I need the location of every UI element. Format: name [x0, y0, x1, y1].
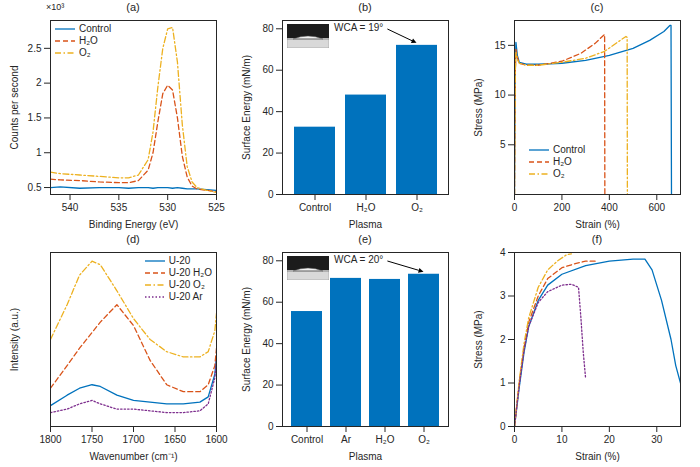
svg-text:Stress (MPa): Stress (MPa) [473, 78, 484, 136]
svg-text:1: 1 [500, 377, 506, 388]
svg-text:Control: Control [299, 202, 331, 213]
svg-text:2: 2 [36, 77, 42, 88]
svg-text:0.5: 0.5 [28, 182, 42, 193]
svg-text:O₂: O₂ [418, 434, 430, 445]
svg-text:Surface Energy (mN/m): Surface Energy (mN/m) [241, 55, 252, 160]
svg-text:400: 400 [601, 202, 618, 213]
svg-text:Wavenumber (cm⁻¹): Wavenumber (cm⁻¹) [89, 451, 177, 462]
svg-text:1: 1 [36, 147, 42, 158]
svg-text:20: 20 [262, 147, 274, 158]
svg-text:1600: 1600 [205, 434, 228, 445]
html-text:(e): (e) [358, 233, 372, 245]
html-text:U-20: U-20 [168, 255, 191, 266]
svg-text:200: 200 [554, 202, 571, 213]
html-text:(b): (b) [358, 1, 372, 13]
svg-text:5: 5 [500, 139, 506, 150]
svg-text:20: 20 [604, 434, 616, 445]
svg-text:Stress (MPa): Stress (MPa) [473, 310, 484, 368]
svg-text:0: 0 [500, 421, 506, 432]
svg-text:Plasma: Plasma [349, 451, 383, 462]
html-text:(d): (d) [126, 233, 140, 245]
svg-text:2.5: 2.5 [28, 43, 42, 54]
svg-text:20: 20 [262, 379, 274, 390]
svg-text:0: 0 [512, 202, 518, 213]
html-text:(f): (f) [591, 233, 603, 245]
svg-text:1650: 1650 [164, 434, 187, 445]
svg-text:600: 600 [648, 202, 665, 213]
svg-text:1.5: 1.5 [28, 112, 42, 123]
html-text:(c): (c) [590, 1, 604, 13]
html-text:H₂O: H₂O [553, 156, 572, 167]
html-text:WCA = 19°: WCA = 19° [334, 22, 384, 33]
html-text:WCA = 20°: WCA = 20° [334, 254, 384, 265]
svg-text:80: 80 [262, 23, 274, 34]
svg-text:Counts per second: Counts per second [9, 66, 20, 150]
svg-text:0: 0 [268, 421, 274, 432]
svg-text:10: 10 [494, 89, 506, 100]
svg-text:Strain (%): Strain (%) [575, 451, 619, 462]
svg-text:Control: Control [291, 434, 323, 445]
svg-text:0: 0 [512, 434, 518, 445]
svg-text:Intensity (a.u.): Intensity (a.u.) [9, 308, 20, 371]
svg-text:4: 4 [500, 247, 506, 258]
svg-text:530: 530 [159, 202, 176, 213]
svg-text:Binding Energy (eV): Binding Energy (eV) [89, 219, 179, 230]
svg-text:30: 30 [651, 434, 663, 445]
html-text:U-20 H₂O: U-20 H₂O [168, 267, 212, 278]
svg-text:3: 3 [500, 290, 506, 301]
svg-text:H₂O: H₂O [357, 202, 376, 213]
svg-text:40: 40 [262, 106, 274, 117]
svg-text:1700: 1700 [122, 434, 145, 445]
svg-text:10: 10 [556, 434, 568, 445]
svg-text:1800: 1800 [39, 434, 62, 445]
svg-text:1750: 1750 [81, 434, 104, 445]
html-text:Control: Control [79, 23, 112, 34]
svg-text:Surface Energy (mN/m): Surface Energy (mN/m) [241, 287, 252, 392]
svg-text:60: 60 [262, 296, 274, 307]
html-text:(a): (a) [126, 1, 140, 13]
svg-text:Ar: Ar [341, 434, 352, 445]
svg-text:O₂: O₂ [411, 202, 423, 213]
svg-text:80: 80 [262, 255, 274, 266]
svg-text:60: 60 [262, 64, 274, 75]
svg-text:H₂O: H₂O [376, 434, 395, 445]
html-text:U-20 O₂: U-20 O₂ [168, 279, 205, 290]
svg-text:15: 15 [494, 40, 506, 51]
svg-text:Plasma: Plasma [349, 219, 383, 230]
svg-text:2: 2 [500, 334, 506, 345]
html-text:×10³: ×10³ [46, 2, 65, 12]
html-text:H₂O: H₂O [79, 35, 98, 46]
svg-text:535: 535 [111, 202, 128, 213]
svg-text:0: 0 [268, 189, 274, 200]
svg-text:Strain (%): Strain (%) [575, 219, 619, 230]
html-text:O₂: O₂ [553, 168, 565, 179]
svg-text:525: 525 [208, 202, 225, 213]
html-text:U-20 Ar: U-20 Ar [168, 291, 203, 302]
svg-text:540: 540 [62, 202, 79, 213]
svg-text:40: 40 [262, 338, 274, 349]
html-text:Control: Control [553, 144, 586, 155]
html-text:O₂: O₂ [79, 47, 91, 58]
